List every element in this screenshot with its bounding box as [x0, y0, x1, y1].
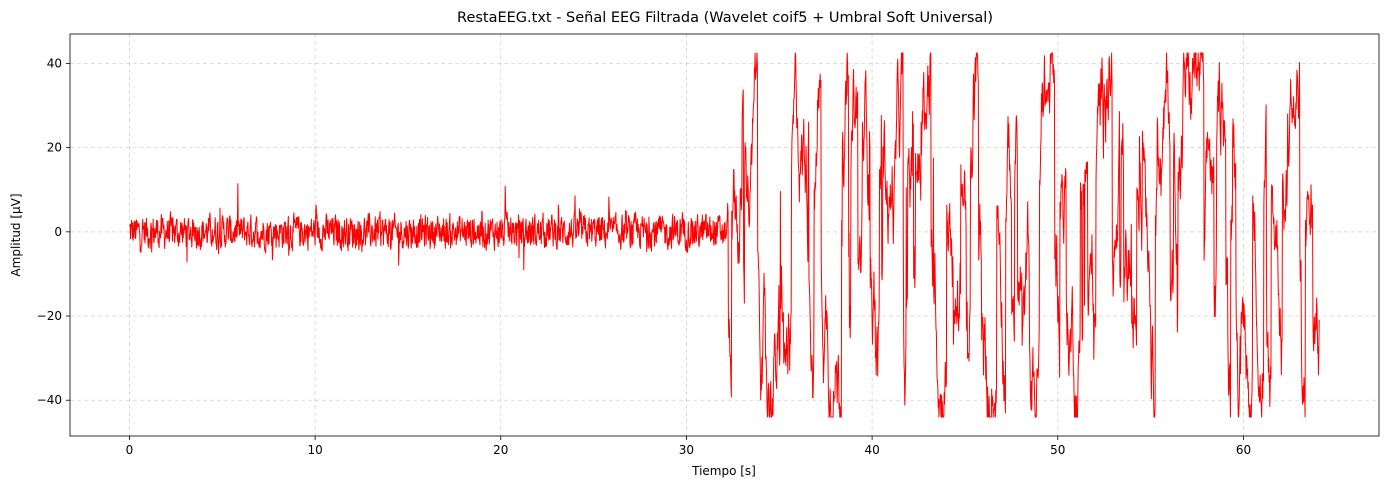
- signal-series: [129, 52, 1320, 418]
- y-tick-label: 20: [47, 141, 62, 155]
- y-tick-label: −40: [37, 393, 62, 407]
- x-axis-label: Tiempo [s]: [691, 464, 756, 478]
- x-tick-label: 30: [679, 443, 694, 457]
- eeg-signal-line: [129, 52, 1320, 418]
- x-tick-label: 40: [864, 443, 879, 457]
- y-tick-label: 40: [47, 56, 62, 70]
- x-tick-label: 20: [493, 443, 508, 457]
- x-tick-label: 0: [126, 443, 134, 457]
- x-tick-label: 50: [1050, 443, 1065, 457]
- y-axis-label: Amplitud [µV]: [9, 193, 23, 276]
- x-tick-label: 60: [1236, 443, 1251, 457]
- y-tick-label: 0: [54, 225, 62, 239]
- y-tick-label: −20: [37, 309, 62, 323]
- y-axis: −40 −20 0 20 40: [37, 56, 70, 407]
- x-axis: 0 10 20 30 40 50 60: [126, 436, 1251, 457]
- chart-title: RestaEEG.txt - Señal EEG Filtrada (Wavel…: [457, 10, 993, 26]
- x-tick-label: 10: [307, 443, 322, 457]
- plot-frame: [69, 33, 1380, 437]
